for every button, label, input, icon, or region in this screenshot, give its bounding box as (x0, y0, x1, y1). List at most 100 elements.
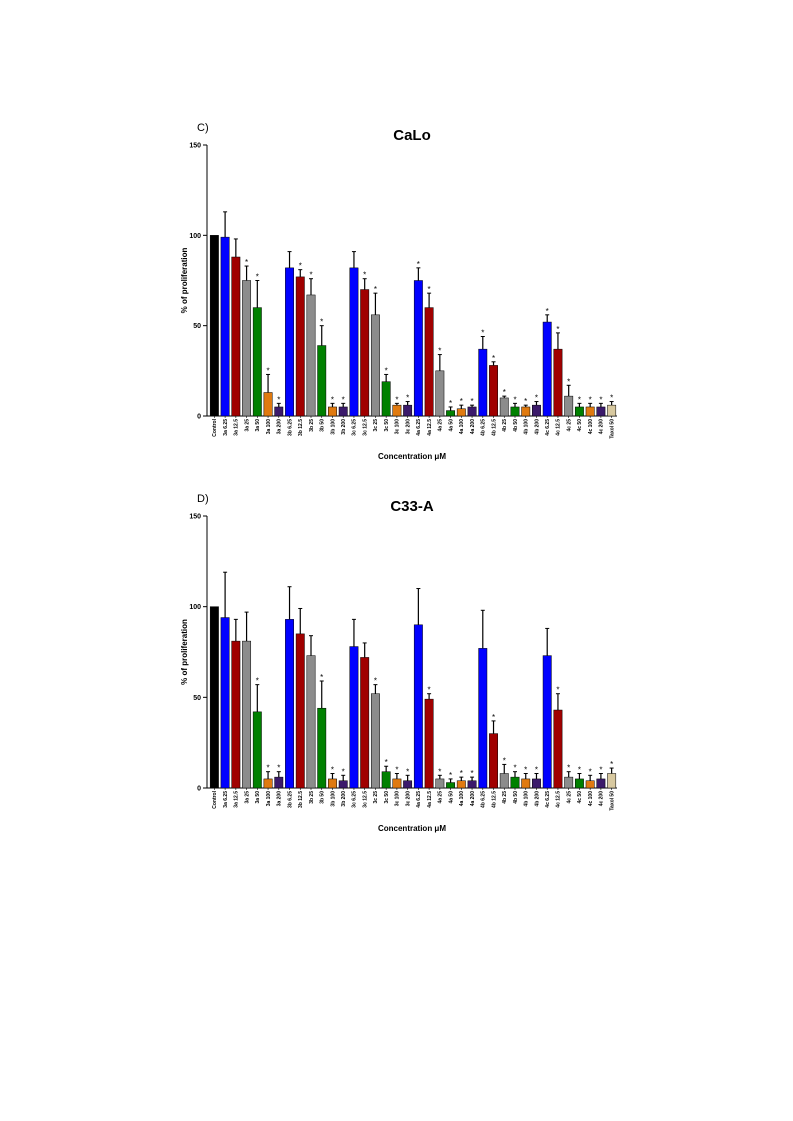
x-tick-label: 3b 100 (330, 419, 336, 435)
bar (370, 693, 380, 789)
chart: D) C33-A % of proliferation 0 50 100 150 Contro… (180, 493, 617, 833)
significance-marker: * (610, 394, 613, 403)
significance-marker: * (524, 397, 527, 406)
bar (467, 780, 477, 789)
x-tick-label: 3c 200 (405, 419, 411, 435)
bar (306, 655, 316, 789)
significance-marker: * (589, 767, 592, 776)
bar (306, 294, 316, 417)
bar (574, 778, 584, 789)
significance-marker: * (406, 767, 409, 776)
bar (478, 348, 488, 417)
significance-marker: * (320, 318, 323, 327)
bar (521, 778, 531, 789)
bar (360, 657, 370, 789)
bar (295, 633, 305, 789)
x-tick-label: 4b 100 (524, 791, 530, 807)
chart: C) CaLo % of proliferation 0 50 100 150 Control… (180, 122, 617, 461)
significance-marker: * (599, 765, 602, 774)
x-tick-label: 4c 25 (566, 791, 572, 804)
x-tick-label: 3b 200 (341, 791, 347, 807)
significance-marker: * (535, 765, 538, 774)
x-tick-label: 3a 12.5 (234, 791, 240, 808)
significance-marker: * (374, 285, 377, 294)
y-tick-label: 150 (189, 514, 201, 521)
x-axis-label: Concentration μM (378, 452, 446, 461)
x-tick-label: 3b 50 (320, 419, 326, 432)
bar (510, 406, 520, 417)
bar (607, 773, 617, 789)
significance-marker: * (342, 767, 345, 776)
bar (263, 392, 273, 417)
x-tick-label: 3a 12.5 (234, 419, 240, 436)
x-tick-label: 4b 100 (524, 419, 530, 435)
significance-marker: * (578, 395, 581, 404)
significance-marker: * (417, 260, 420, 269)
chart-title: C33-A (390, 498, 434, 515)
bar (521, 406, 531, 417)
y-axis-label: % of proliferation (180, 619, 189, 685)
bar (209, 606, 219, 789)
x-tick-label: 3c 6.25 (352, 419, 358, 436)
bar (252, 711, 262, 789)
bar (381, 771, 391, 789)
bar (209, 235, 219, 417)
x-tick-label: 3b 25 (309, 791, 315, 804)
bar (542, 321, 552, 417)
bar (285, 619, 294, 789)
significance-marker: * (599, 395, 602, 404)
bar (360, 289, 370, 417)
bar (263, 778, 273, 789)
bar (467, 406, 477, 417)
x-tick-label: 4a 100 (459, 419, 465, 435)
bar (274, 406, 284, 417)
significance-marker: * (385, 758, 388, 767)
panel-label: C) (197, 122, 209, 134)
x-tick-label: 4a 100 (459, 791, 465, 807)
significance-marker: * (589, 395, 592, 404)
x-tick-label: 3a 50 (255, 791, 261, 804)
bar (328, 778, 337, 789)
x-tick-label: 4b 25 (502, 419, 508, 432)
bar (285, 267, 294, 417)
x-tick-label: 4b 12.5 (491, 419, 497, 436)
x-tick-label: 3c 50 (384, 419, 390, 432)
significance-marker: * (277, 764, 280, 773)
x-tick-label: 3c 6.25 (352, 791, 358, 808)
significance-marker: * (460, 769, 463, 778)
x-tick-label: 4c 25 (566, 419, 572, 432)
bar (446, 782, 456, 789)
x-tick-label: 4a 200 (470, 791, 476, 807)
significance-marker: * (266, 764, 269, 773)
bar (403, 404, 413, 417)
bar (295, 276, 305, 417)
y-tick-label: 0 (197, 414, 201, 421)
bar (574, 406, 584, 417)
significance-marker: * (503, 756, 506, 765)
significance-marker: * (556, 325, 559, 334)
x-tick-label: 4b 6.25 (481, 791, 487, 808)
y-tick-label: 150 (189, 143, 201, 150)
significance-marker: * (492, 713, 495, 722)
bar (317, 345, 327, 417)
x-tick-label: 4b 25 (502, 791, 508, 804)
bar (413, 624, 423, 789)
significance-marker: * (374, 677, 377, 686)
bar (338, 780, 348, 789)
bar (489, 733, 498, 789)
significance-marker: * (320, 673, 323, 682)
y-axis-label: % of proliferation (180, 248, 189, 314)
x-tick-label: 3a 6.25 (223, 419, 229, 436)
significance-marker: * (610, 760, 613, 769)
bar (392, 404, 402, 417)
x-tick-label: 3c 50 (384, 791, 390, 804)
x-tick-label: 3b 12.5 (298, 791, 304, 808)
x-tick-label: 4c 50 (577, 791, 583, 804)
x-tick-label: 3c 25 (373, 419, 379, 432)
bar (242, 640, 252, 789)
significance-marker: * (567, 377, 570, 386)
x-tick-label: 4c 100 (588, 419, 594, 435)
bar (242, 280, 252, 417)
x-tick-label: 4a 200 (470, 419, 476, 435)
significance-marker: * (266, 366, 269, 375)
